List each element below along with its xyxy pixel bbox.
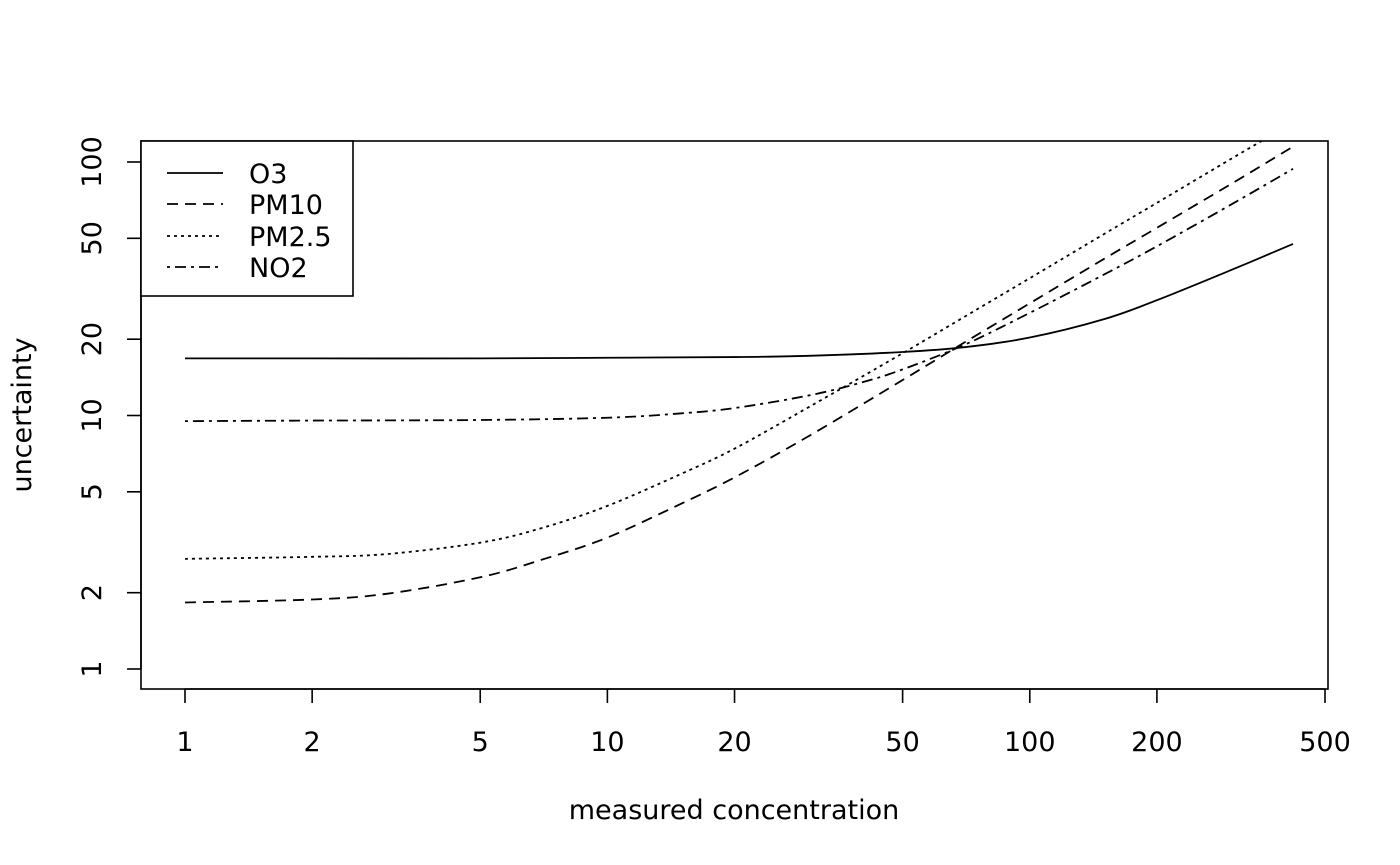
legend-box: [140, 140, 354, 297]
x-tick-label: 1: [176, 727, 193, 758]
y-axis-label: uncertainty: [7, 337, 38, 492]
x-axis: 1 2 5 10 20 50 100 200 500: [176, 688, 1351, 758]
x-axis-label: measured concentration: [569, 795, 899, 826]
legend-label: NO2: [249, 253, 308, 284]
legend-label: PM10: [249, 190, 323, 221]
series-line-o3: [184, 243, 1294, 360]
x-tick-label: 10: [590, 727, 624, 758]
y-tick-label: 100: [77, 136, 108, 188]
y-axis: 1 2 5 10 20 50 100: [77, 136, 142, 678]
y-tick-label: 10: [77, 398, 108, 432]
x-tick-label: 5: [472, 727, 489, 758]
x-tick-label: 2: [304, 727, 321, 758]
y-tick-label: 2: [77, 584, 108, 601]
x-tick-label: 20: [717, 727, 751, 758]
y-tick-label: 1: [77, 660, 108, 677]
y-tick-label: 20: [77, 322, 108, 356]
legend-label: O3: [249, 159, 287, 190]
x-tick-label: 50: [885, 727, 919, 758]
legend-label: PM2.5: [249, 222, 332, 253]
series-line-no2: [184, 168, 1294, 423]
x-tick-label: 200: [1131, 727, 1183, 758]
x-tick-label: 100: [1004, 727, 1056, 758]
y-tick-label: 50: [77, 221, 108, 255]
series-line-pm25: [184, 141, 1264, 560]
x-tick-label: 500: [1299, 727, 1351, 758]
series-layer: [184, 141, 1294, 604]
y-tick-label: 5: [77, 483, 108, 500]
